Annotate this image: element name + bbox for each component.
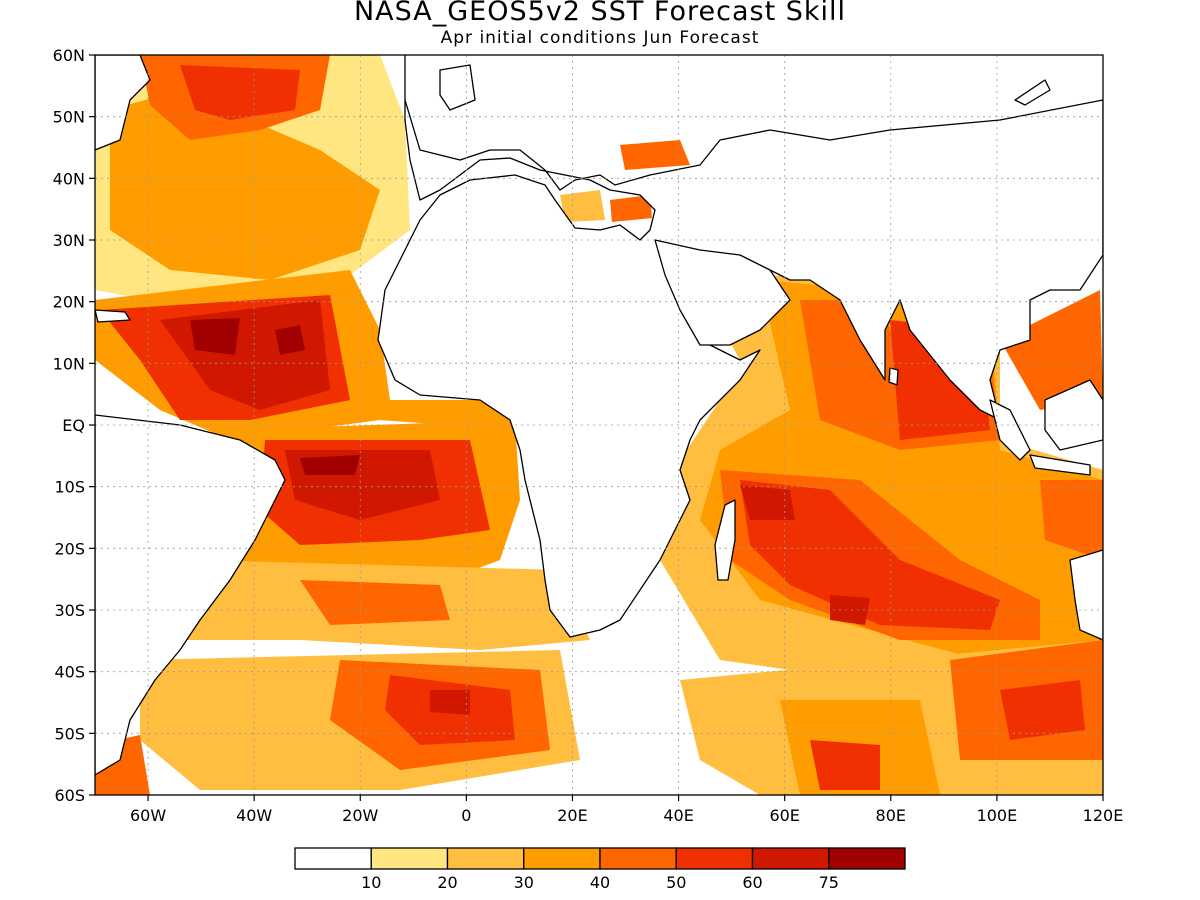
lat-tick-label: 60S xyxy=(54,786,85,805)
colorbar-label: 50 xyxy=(666,873,686,892)
north-america-land xyxy=(95,55,151,151)
longitude-axis: 60W 40W 20W 0 20E 40E 60E 80E 100E 120E xyxy=(130,795,1123,825)
skill-region xyxy=(810,740,880,790)
colorbar-label: 40 xyxy=(590,873,610,892)
sumatra-land xyxy=(989,399,1031,461)
lon-tick-label: 40E xyxy=(663,806,693,825)
africa-eurasia-land xyxy=(377,55,1103,638)
colorbar-swatch xyxy=(675,847,754,870)
sri-lanka-land xyxy=(888,367,899,386)
lat-tick-label: 20S xyxy=(54,539,85,558)
south-america-land xyxy=(95,414,286,776)
skill-region xyxy=(275,325,305,355)
map-title: NASA_GEOS5v2 SST Forecast Skill xyxy=(353,0,847,27)
lat-tick-label: 30N xyxy=(53,231,85,250)
borneo-land xyxy=(1044,379,1103,451)
colorbar-swatch xyxy=(523,847,601,870)
lat-tick-label: 30S xyxy=(54,601,85,620)
colorbar: 10 20 30 40 50 60 75 xyxy=(294,847,906,892)
british-isles-land xyxy=(439,64,476,111)
graticule xyxy=(95,55,1103,795)
lat-tick-label: EQ xyxy=(62,416,85,435)
skill-region xyxy=(620,140,690,170)
colorbar-swatch xyxy=(751,847,830,870)
skill-region xyxy=(1040,480,1103,560)
map-subtitle: Apr initial conditions Jun Forecast xyxy=(440,28,760,48)
skill-region xyxy=(180,65,300,120)
lon-tick-label: 100E xyxy=(977,806,1018,825)
colorbar-swatch xyxy=(599,847,677,870)
lon-tick-label: 0 xyxy=(461,806,471,825)
lon-tick-label: 120E xyxy=(1083,806,1124,825)
lat-tick-label: 50S xyxy=(54,724,85,743)
arabian-peninsula-land xyxy=(654,239,791,346)
colorbar-swatch xyxy=(294,847,372,870)
caribbean-land xyxy=(95,309,131,323)
colorbar-label: 75 xyxy=(819,873,839,892)
skill-region xyxy=(110,90,380,280)
skill-region xyxy=(430,690,470,715)
skill-region xyxy=(190,318,240,355)
skill-region xyxy=(300,455,360,475)
lon-tick-label: 80E xyxy=(876,806,906,825)
lon-tick-label: 60W xyxy=(130,806,166,825)
lon-tick-label: 40W xyxy=(236,806,272,825)
latitude-axis: 60N 50N 40N 30N 20N 10N EQ 10S 20S 30S 40S 50S 60S xyxy=(53,46,95,805)
lat-tick-label: 40S xyxy=(54,663,85,682)
colorbar-swatch xyxy=(370,847,449,870)
lat-tick-label: 10S xyxy=(54,478,85,497)
madagascar-land xyxy=(714,499,736,581)
skill-region xyxy=(300,580,450,625)
skill-region xyxy=(830,595,870,625)
skill-region xyxy=(200,690,290,760)
skill-region xyxy=(1000,680,1085,740)
skill-region xyxy=(610,195,652,222)
lat-tick-label: 40N xyxy=(53,169,85,188)
lon-tick-label: 20E xyxy=(557,806,587,825)
greenland-land xyxy=(1014,79,1051,106)
skill-region xyxy=(740,480,1000,630)
lat-tick-label: 20N xyxy=(53,293,85,312)
colorbar-label: 20 xyxy=(437,873,457,892)
lat-tick-label: 50N xyxy=(53,108,85,127)
australia-land xyxy=(1069,549,1103,641)
lon-tick-label: 60E xyxy=(769,806,799,825)
lon-tick-label: 20W xyxy=(342,806,378,825)
colorbar-label: 60 xyxy=(742,873,762,892)
lat-tick-label: 60N xyxy=(53,46,85,65)
colorbar-swatch xyxy=(446,847,525,870)
java-land xyxy=(1029,454,1091,476)
skill-field xyxy=(95,55,1103,795)
colorbar-label: 10 xyxy=(361,873,381,892)
skill-region xyxy=(1000,290,1103,410)
lat-tick-label: 10N xyxy=(53,354,85,373)
skill-region xyxy=(560,190,605,222)
skill-region xyxy=(740,485,795,520)
colorbar-label: 30 xyxy=(514,873,534,892)
colorbar-swatch xyxy=(828,847,906,870)
